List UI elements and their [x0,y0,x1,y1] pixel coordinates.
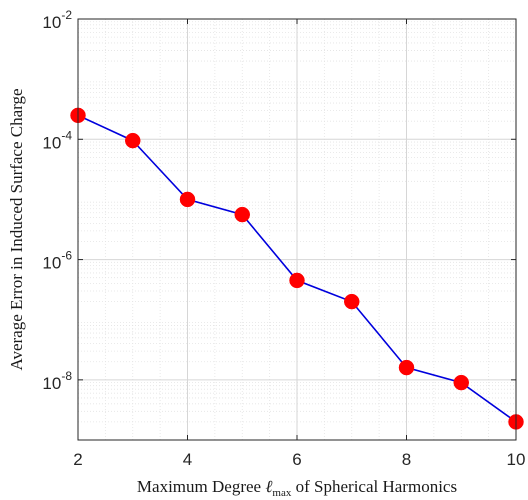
x-tick-label: 10 [507,450,526,469]
x-axis-title: Maximum Degree ℓmax of Spherical Harmoni… [137,477,457,499]
x-axis-title-after: of Spherical Harmonics [291,477,457,496]
y-tick-label-base: 10 [42,254,61,273]
grid-lines [77,18,517,440]
data-point [344,293,360,310]
x-axis-title-symbol: ℓ [265,477,272,496]
data-point [453,374,469,391]
y-tick-label: 10-2 [42,8,72,32]
x-tick-label: 2 [73,450,82,469]
y-tick-label-base: 10 [42,133,61,152]
data-point [125,132,141,149]
y-tick-label-base: 10 [42,374,61,393]
y-tick-label: 10-4 [42,128,72,152]
y-tick-label-exponent: -2 [61,8,72,22]
x-tick-label: 4 [183,450,192,469]
data-point [179,191,196,208]
y-tick-label-exponent: -4 [61,128,72,142]
y-tick-label: 10-8 [42,369,72,393]
y-tick-label: 10-6 [42,249,72,273]
x-axis-title-before: Maximum Degree [137,477,265,496]
y-axis-title: Average Error in Induced Surface Charge [7,88,26,370]
tick-labels: 10-810-610-410-22 4 6 8 10 [42,8,525,469]
data-series [70,107,524,430]
x-axis-title-subscript: max [272,487,291,499]
axis-ticks [77,18,517,440]
y-tick-label-exponent: -6 [61,249,72,263]
x-tick-label: 8 [402,450,411,469]
data-point [398,359,415,376]
y-tick-label-exponent: -8 [61,369,72,383]
data-point [289,272,305,289]
y-tick-label-base: 10 [42,13,61,32]
x-tick-label: 6 [292,450,301,469]
data-point [234,206,250,223]
